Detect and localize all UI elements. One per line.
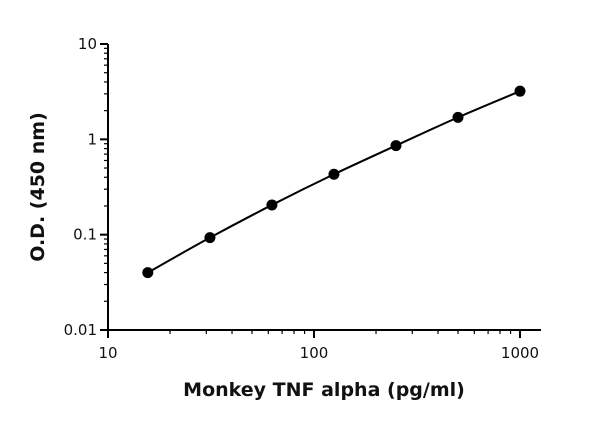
tick-labels: 0.01 0.1 1 10 10 100 1000 (64, 35, 540, 362)
x-tick-label: 10 (98, 344, 117, 362)
data-point (266, 199, 278, 211)
y-tick-label: 1 (87, 130, 97, 148)
axes (107, 44, 541, 331)
y-tick-label: 0.1 (73, 226, 97, 244)
data-point (390, 140, 402, 152)
y-axis-title: O.D. (450 nm) (27, 112, 49, 262)
data-point (204, 232, 216, 244)
x-tick-label: 100 (300, 344, 329, 362)
fit-line (147, 90, 521, 274)
x-axis-title: Monkey TNF alpha (pg/ml) (183, 379, 465, 401)
y-tick-label: 0.01 (64, 321, 97, 339)
fit-curve (147, 90, 521, 274)
data-point (452, 111, 464, 123)
ticks (100, 43, 521, 338)
data-points (142, 85, 526, 279)
x-tick-label: 1000 (501, 344, 539, 362)
data-point (142, 267, 154, 279)
y-tick-label: 10 (78, 35, 97, 53)
data-point (514, 85, 526, 97)
data-point (328, 168, 340, 180)
